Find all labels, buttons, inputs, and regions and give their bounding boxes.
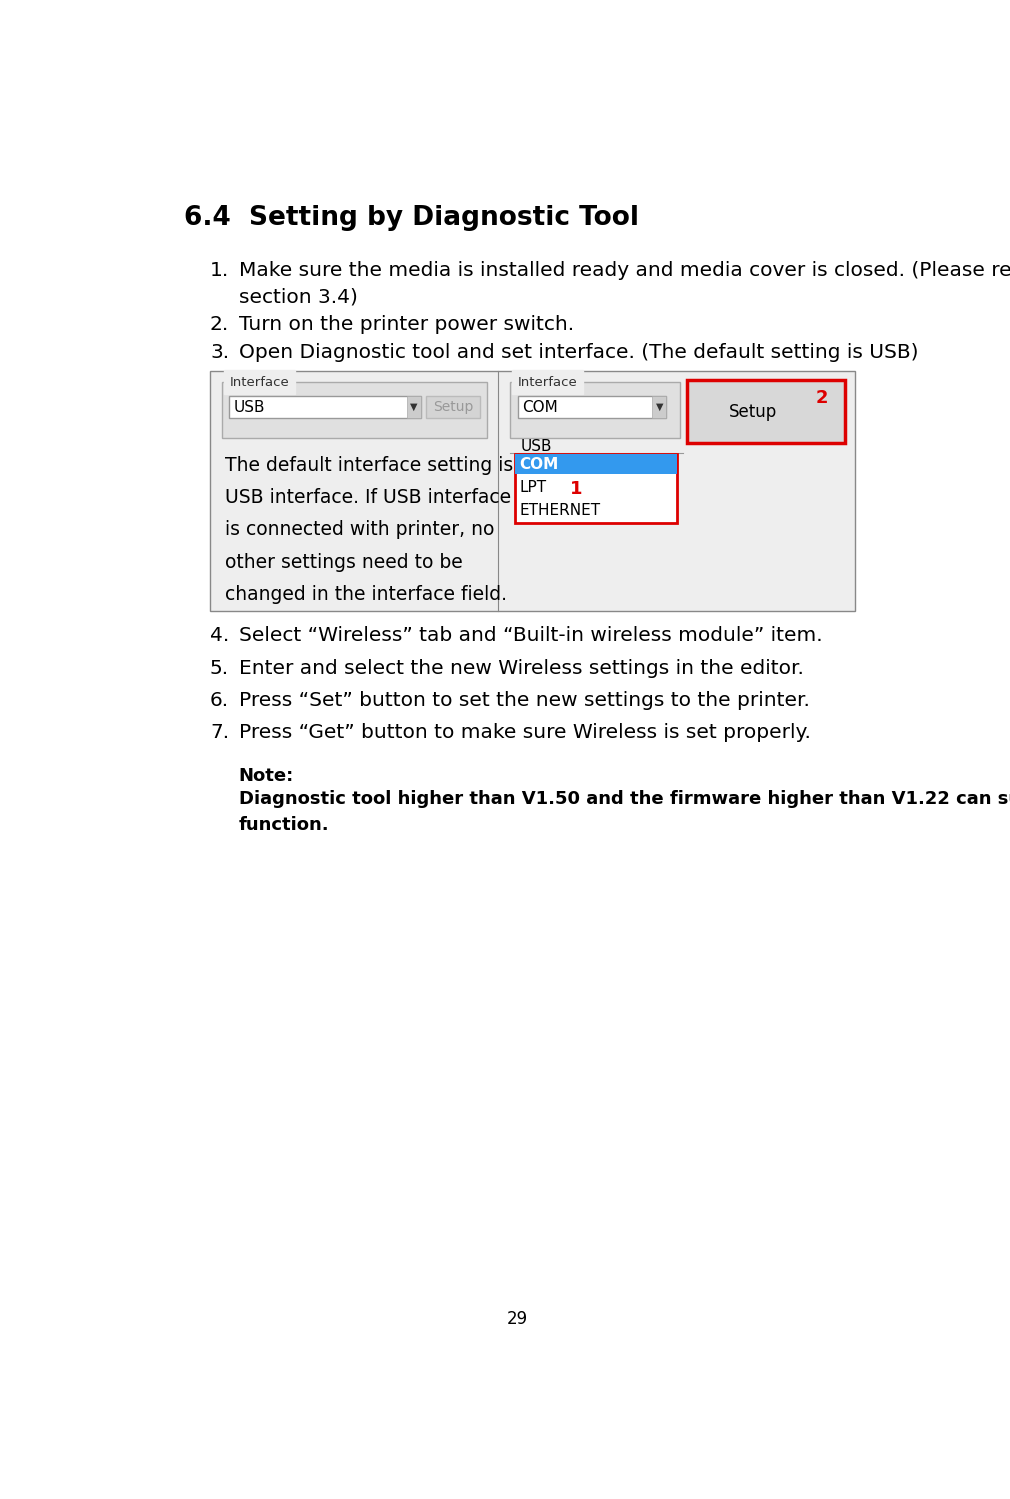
Bar xyxy=(510,382,681,438)
Bar xyxy=(229,396,421,418)
Text: 7.: 7. xyxy=(210,724,229,742)
Text: Select “Wireless” tab and “Built-in wireless module” item.: Select “Wireless” tab and “Built-in wire… xyxy=(238,627,822,646)
Text: is connected with printer, no: is connected with printer, no xyxy=(224,520,494,540)
Text: ▼: ▼ xyxy=(655,402,664,412)
Text: Setup: Setup xyxy=(433,400,474,414)
Text: 3.: 3. xyxy=(210,343,229,363)
Text: 5.: 5. xyxy=(210,660,229,678)
Text: 4.: 4. xyxy=(210,627,229,646)
Text: LPT: LPT xyxy=(519,480,546,495)
Text: Press “Set” button to set the new settings to the printer.: Press “Set” button to set the new settin… xyxy=(238,691,809,711)
Text: Press “Get” button to make sure Wireless is set properly.: Press “Get” button to make sure Wireless… xyxy=(238,724,810,742)
Text: Make sure the media is installed ready and media cover is closed. (Please refer : Make sure the media is installed ready a… xyxy=(238,261,1010,280)
Text: Interface: Interface xyxy=(229,376,289,388)
Bar xyxy=(407,396,421,418)
Text: 29: 29 xyxy=(507,1310,528,1328)
Text: 2.: 2. xyxy=(210,315,229,334)
Text: USB: USB xyxy=(521,439,552,454)
Text: 1.: 1. xyxy=(210,261,229,280)
Bar xyxy=(687,381,845,444)
Text: COM: COM xyxy=(522,400,559,415)
Bar xyxy=(652,396,667,418)
Text: 6.4  Setting by Diagnostic Tool: 6.4 Setting by Diagnostic Tool xyxy=(185,204,639,231)
Bar xyxy=(515,454,677,474)
Text: USB: USB xyxy=(234,400,266,415)
Text: other settings need to be: other settings need to be xyxy=(224,553,463,571)
Bar xyxy=(426,396,481,418)
Bar xyxy=(221,382,487,438)
Text: function.: function. xyxy=(238,815,329,833)
Text: 6.: 6. xyxy=(210,691,229,711)
Text: COM: COM xyxy=(519,457,559,472)
Text: Interface: Interface xyxy=(517,376,578,388)
Text: 1: 1 xyxy=(571,480,583,498)
Bar xyxy=(210,370,854,612)
Text: Diagnostic tool higher than V1.50 and the firmware higher than V1.22 can support: Diagnostic tool higher than V1.50 and th… xyxy=(238,790,1010,808)
Text: Turn on the printer power switch.: Turn on the printer power switch. xyxy=(238,315,574,334)
Text: ▼: ▼ xyxy=(410,402,417,412)
Text: Note:: Note: xyxy=(238,766,294,784)
Text: 2: 2 xyxy=(815,390,828,408)
Text: ETHERNET: ETHERNET xyxy=(519,504,600,519)
Bar xyxy=(517,396,667,418)
Text: The default interface setting is: The default interface setting is xyxy=(224,456,513,475)
Text: USB interface. If USB interface: USB interface. If USB interface xyxy=(224,487,511,507)
Text: Enter and select the new Wireless settings in the editor.: Enter and select the new Wireless settin… xyxy=(238,660,804,678)
Text: Open Diagnostic tool and set interface. (The default setting is USB): Open Diagnostic tool and set interface. … xyxy=(238,343,918,363)
Text: changed in the interface field.: changed in the interface field. xyxy=(224,585,507,604)
Text: section 3.4): section 3.4) xyxy=(238,288,358,307)
Text: Setup: Setup xyxy=(729,403,778,421)
Bar xyxy=(514,454,678,523)
